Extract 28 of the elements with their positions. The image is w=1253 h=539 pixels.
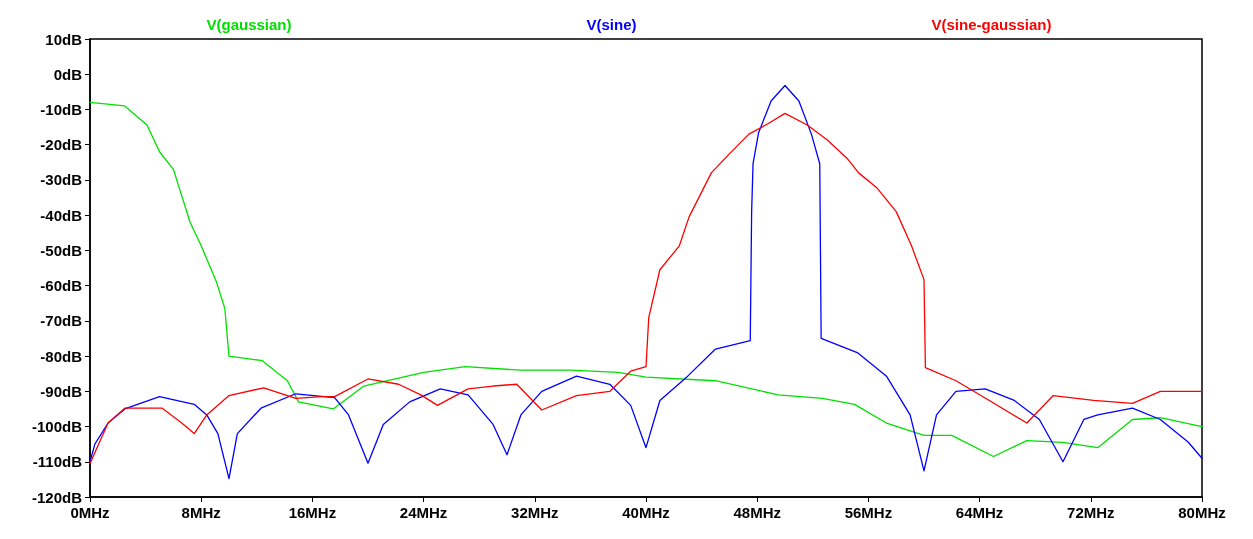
y-tick-label: -110dB xyxy=(32,453,83,471)
y-tick-label: -10dB xyxy=(40,100,83,118)
y-tick-label: -20dB xyxy=(40,136,83,154)
y-tick-label: -100dB xyxy=(31,418,83,436)
y-tick-label: -30dB xyxy=(40,171,83,189)
x-tick-label: 32MHz xyxy=(511,504,559,521)
x-tick-label: 56MHz xyxy=(844,504,893,521)
text: V(sine-gaussian) xyxy=(931,16,1052,33)
y-tick-label: -50dB xyxy=(40,241,83,259)
x-tick-label: 48MHz xyxy=(733,504,781,521)
x-tick-label: 64MHz xyxy=(955,504,1004,521)
text: V(sine) xyxy=(586,16,637,33)
x-tick-label: 16MHz xyxy=(288,504,337,521)
x-tick-label: 8MHz xyxy=(181,504,221,521)
x-tick-label: 80MHz xyxy=(1178,504,1226,521)
y-tick-label: 0dB xyxy=(53,65,83,83)
y-tick-label: -80dB xyxy=(40,347,83,365)
text: V(gaussian) xyxy=(206,16,292,33)
y-tick-label: -40dB xyxy=(40,206,83,224)
y-tick-label: -60dB xyxy=(40,277,83,295)
y-tick-label: 10dB xyxy=(45,30,83,48)
y-tick-label: -70dB xyxy=(40,312,83,330)
y-tick-label: -90dB xyxy=(40,382,83,400)
x-tick-label: 0MHz xyxy=(70,504,110,521)
x-tick-label: 24MHz xyxy=(399,504,448,521)
x-tick-label: 72MHz xyxy=(1067,504,1115,521)
x-tick-label: 40MHz xyxy=(622,504,670,521)
y-tick-label: -120dB xyxy=(31,488,83,506)
